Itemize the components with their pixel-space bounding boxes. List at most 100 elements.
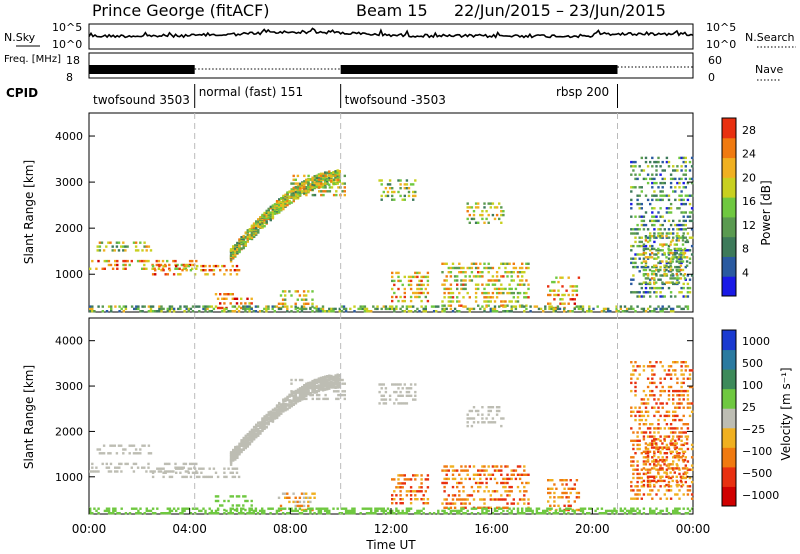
heatmap-cell [644, 410, 648, 413]
heatmap-cell [166, 507, 169, 510]
heatmap-cell [414, 291, 417, 295]
heatmap-cell [298, 294, 302, 297]
heatmap-cell [672, 232, 675, 235]
heatmap-cell [653, 452, 656, 455]
heatmap-cell [588, 305, 591, 308]
heatmap-cell [309, 307, 312, 311]
heatmap-cell [451, 262, 455, 265]
heatmap-cell [405, 507, 409, 510]
heatmap-cell [424, 305, 427, 308]
heatmap-cell [686, 291, 690, 294]
heatmap-cell [649, 361, 652, 364]
heatmap-cell [638, 427, 641, 430]
heatmap-cell [678, 198, 681, 202]
heatmap-cell [676, 257, 679, 260]
heatmap-cell [453, 502, 457, 505]
heatmap-cell [134, 241, 138, 244]
heatmap-cell [659, 479, 662, 483]
heatmap-cell [642, 435, 646, 438]
heatmap-cell [669, 489, 673, 492]
heatmap-cell [684, 160, 687, 164]
heatmap-cell [326, 512, 329, 515]
heatmap-cell [634, 468, 637, 471]
heatmap-cell [335, 386, 338, 389]
heatmap-cell [451, 300, 455, 303]
heatmap-cell [477, 512, 480, 515]
heatmap-cell [472, 307, 476, 311]
heatmap-cell [667, 207, 671, 210]
heatmap-cell [255, 232, 258, 235]
heatmap-cell [300, 298, 304, 301]
heatmap-cell [318, 397, 321, 401]
heatmap-cell [680, 381, 683, 385]
heatmap-cell [556, 512, 560, 515]
heatmap-cell [644, 452, 648, 455]
heatmap-cell [640, 261, 643, 265]
heatmap-cell [653, 228, 656, 231]
heatmap-cell [414, 478, 417, 481]
heatmap-cell [665, 456, 669, 459]
heatmap-cell [257, 228, 260, 232]
heatmap-cell [324, 375, 327, 378]
heatmap-cell [675, 483, 678, 487]
heatmap-cell [479, 473, 482, 476]
heatmap-cell [573, 512, 576, 515]
heatmap-cell [553, 500, 556, 503]
heatmap-cell [521, 262, 524, 265]
heatmap-cell [143, 444, 146, 447]
heatmap-cell [107, 470, 111, 473]
heatmap-cell [315, 184, 318, 188]
heatmap-cell [672, 431, 675, 434]
heatmap-cell [462, 469, 465, 472]
heatmap-cell [338, 377, 341, 380]
heatmap-cell [399, 486, 402, 489]
heatmap-cell [256, 305, 260, 308]
heatmap-cell [655, 446, 658, 449]
heatmap-cell [483, 221, 486, 224]
heatmap-cell [302, 492, 306, 495]
heatmap-cell [674, 265, 677, 269]
heatmap-cell [537, 507, 541, 510]
heatmap-cell [659, 414, 662, 418]
heatmap-cell [516, 465, 520, 468]
heatmap-cell [290, 201, 293, 204]
heatmap-cell [640, 244, 643, 248]
heatmap-cell [95, 509, 98, 513]
heatmap-cell [567, 276, 570, 279]
heatmap-cell [672, 435, 675, 438]
heatmap-cell [242, 504, 245, 507]
heatmap-cell [382, 190, 385, 194]
heatmap-cell [523, 296, 526, 299]
heatmap-cell [107, 241, 110, 244]
heatmap-cell [451, 477, 455, 481]
heatmap-cell [642, 253, 646, 256]
heatmap-cell [634, 173, 637, 176]
heatmap-cell [491, 490, 495, 493]
heatmap-cell [96, 249, 99, 252]
heatmap-cell [563, 293, 566, 297]
heatmap-cell [491, 417, 495, 420]
heatmap-cell [636, 194, 639, 197]
heatmap-cell [688, 177, 692, 181]
heatmap-cell [630, 173, 633, 176]
heatmap-cell [510, 502, 513, 505]
heatmap-cell [246, 237, 249, 240]
heatmap-cell [153, 267, 156, 270]
heatmap-cell [388, 512, 392, 515]
heatmap-cell [646, 493, 650, 496]
heatmap-cell [663, 177, 666, 181]
heatmap-cell [458, 490, 461, 493]
heatmap-cell [665, 471, 668, 474]
heatmap-cell [634, 265, 637, 269]
heatmap-cell [669, 281, 672, 284]
heatmap-cell [573, 500, 576, 503]
heatmap-cell [640, 215, 643, 218]
heatmap-cell [477, 506, 480, 509]
heatmap-cell [214, 509, 218, 513]
heatmap-cell [307, 393, 310, 396]
heatmap-cell [242, 234, 245, 238]
heatmap-cell [372, 512, 375, 515]
heatmap-cell [683, 467, 687, 470]
x-tick-label: 00:00 [676, 522, 711, 536]
heatmap-cell [477, 413, 480, 416]
